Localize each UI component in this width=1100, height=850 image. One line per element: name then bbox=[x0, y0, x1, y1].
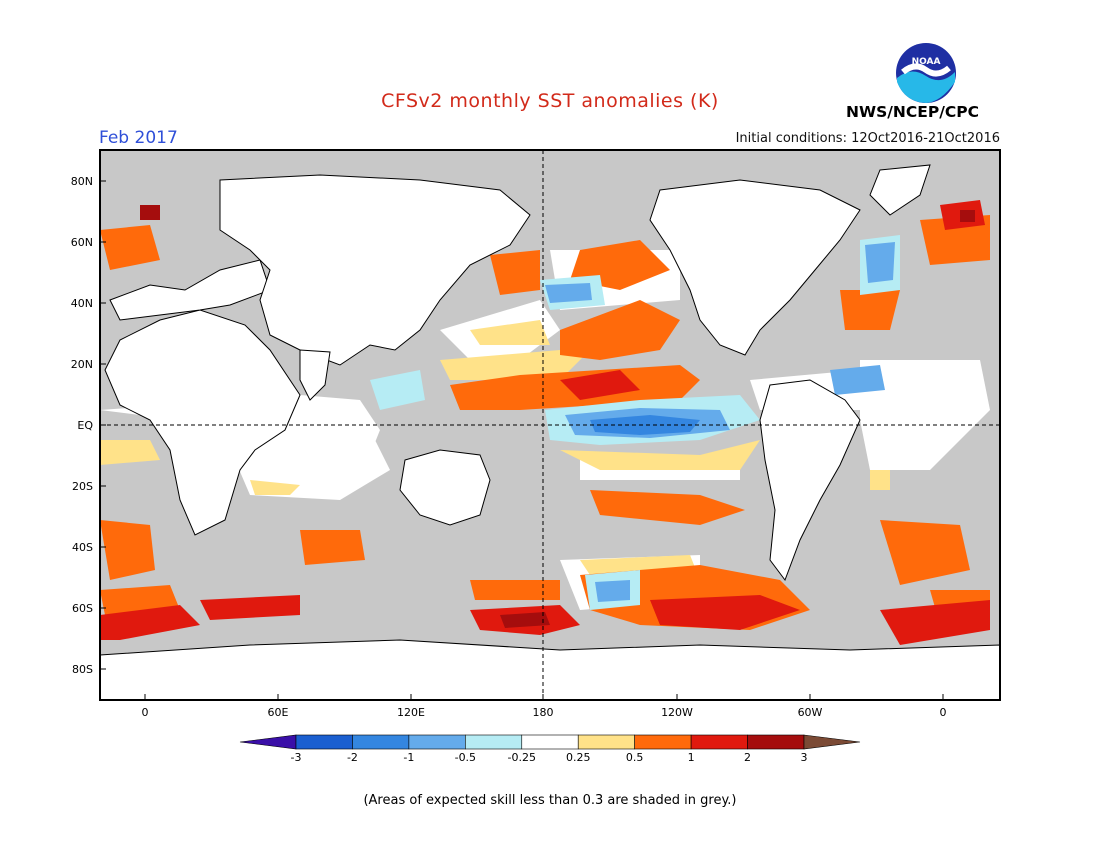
lon-tick-label: 60W bbox=[798, 706, 823, 719]
svg-text:NOAA: NOAA bbox=[912, 57, 941, 67]
africa bbox=[104, 309, 301, 536]
colorbar: -3 -2 -1 -0.5 -0.25 0.25 0.5 1 2 3 bbox=[239, 734, 861, 764]
initial-conditions: Initial conditions: 12Oct2016-21Oct2016 bbox=[735, 131, 1000, 146]
lat-tick-label: EQ bbox=[77, 419, 93, 432]
australia bbox=[399, 449, 491, 526]
colorbar-tick-label: 1 bbox=[688, 751, 695, 764]
colorbar-right-arrow bbox=[803, 734, 861, 750]
colorbar-box bbox=[577, 734, 635, 750]
colorbar-tick-label: 0.25 bbox=[566, 751, 591, 764]
colorbar-tick-label: 0.5 bbox=[626, 751, 644, 764]
colorbar-box bbox=[352, 734, 410, 750]
colorbar-box bbox=[465, 734, 523, 750]
antarctica bbox=[100, 639, 1000, 700]
colorbar-tick-label: -0.25 bbox=[508, 751, 536, 764]
strong-cold-regions bbox=[590, 415, 700, 435]
colorbar-tick-label: -3 bbox=[291, 751, 302, 764]
continents bbox=[100, 164, 1000, 700]
lat-tick-label: 60S bbox=[72, 602, 93, 615]
colorbar-left-arrow bbox=[239, 734, 297, 750]
lon-tick-label: 180 bbox=[533, 706, 554, 719]
lat-tick-label: 80N bbox=[71, 175, 93, 188]
colorbar-box bbox=[295, 734, 353, 750]
lon-tick-label: 0 bbox=[142, 706, 149, 719]
longitude-axis: 0 60E 120E 180 120W 60W 0 bbox=[142, 694, 947, 719]
strong-warm-regions bbox=[100, 200, 990, 645]
lon-tick-label: 120E bbox=[397, 706, 425, 719]
lat-tick-label: 40S bbox=[72, 541, 93, 554]
lat-tick-label: 20S bbox=[72, 480, 93, 493]
very-strong-warm-regions bbox=[140, 205, 975, 628]
lon-tick-label: 60E bbox=[268, 706, 289, 719]
colorbar-box bbox=[408, 734, 466, 750]
lon-tick-label: 120W bbox=[661, 706, 693, 719]
south-america bbox=[759, 379, 861, 582]
valid-month: Feb 2017 bbox=[99, 128, 178, 148]
lat-tick-label: 20N bbox=[71, 358, 93, 371]
agency-label: NWS/NCEP/CPC bbox=[846, 103, 979, 121]
asia bbox=[219, 174, 531, 366]
colorbar-box bbox=[690, 734, 748, 750]
greenland bbox=[869, 164, 931, 216]
colorbar-box bbox=[747, 734, 805, 750]
noaa-logo-icon: NOAA bbox=[896, 43, 956, 103]
colorbar-tick-label: 3 bbox=[801, 751, 808, 764]
lon-tick-label: 0 bbox=[940, 706, 947, 719]
india bbox=[299, 349, 331, 401]
latitude-axis: 80N 60N 40N 20N EQ 20S 40S 60S 80S bbox=[71, 175, 106, 676]
lat-tick-label: 40N bbox=[71, 297, 93, 310]
north-america bbox=[649, 179, 861, 356]
colorbar-tick-label: 2 bbox=[744, 751, 751, 764]
colorbar-tick-label: -1 bbox=[403, 751, 414, 764]
footnote: (Areas of expected skill less than 0.3 a… bbox=[363, 793, 737, 808]
colorbar-box bbox=[634, 734, 692, 750]
colorbar-tick-label: -0.5 bbox=[455, 751, 476, 764]
lat-tick-label: 60N bbox=[71, 236, 93, 249]
lat-tick-label: 80S bbox=[72, 663, 93, 676]
colorbar-box bbox=[521, 734, 579, 750]
chart-title: CFSv2 monthly SST anomalies (K) bbox=[381, 90, 719, 112]
colorbar-tick-label: -2 bbox=[347, 751, 358, 764]
